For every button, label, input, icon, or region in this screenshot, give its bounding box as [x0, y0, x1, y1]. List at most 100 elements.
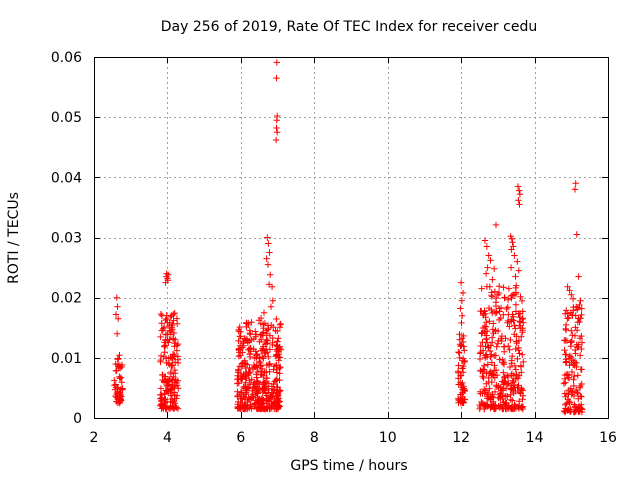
data-point — [239, 359, 246, 367]
data-point — [507, 336, 514, 344]
data-point — [501, 348, 508, 355]
data-point — [512, 345, 519, 353]
data-point — [510, 291, 518, 298]
data-point — [577, 352, 584, 359]
data-point — [564, 315, 571, 322]
data-point — [265, 385, 272, 392]
data-point — [484, 264, 491, 271]
data-point — [269, 334, 276, 342]
data-point — [505, 342, 512, 350]
data-point — [275, 357, 282, 364]
data-point — [562, 351, 570, 358]
data-point — [260, 372, 267, 380]
data-point — [502, 335, 509, 342]
data-point — [244, 361, 251, 368]
data-point — [519, 315, 526, 322]
data-point — [274, 397, 282, 404]
data-point — [504, 296, 512, 303]
data-point — [562, 379, 569, 386]
data-point — [458, 297, 466, 304]
data-point — [562, 337, 569, 344]
data-point — [568, 327, 575, 334]
data-point — [495, 289, 503, 297]
data-point — [564, 283, 571, 290]
data-point — [483, 243, 490, 250]
data-point — [487, 257, 494, 264]
data-point — [258, 330, 266, 338]
data-point — [514, 183, 522, 190]
x-tick-labels: 2 4 6 8 10 12 14 16 — [90, 430, 617, 446]
data-point — [272, 327, 279, 334]
data-point — [234, 366, 242, 373]
data-point — [513, 282, 520, 289]
data-point — [169, 384, 176, 391]
data-point — [171, 359, 179, 366]
y-axis-label: ROTI / TECUs — [6, 192, 22, 284]
data-point — [487, 353, 494, 361]
data-point — [509, 292, 516, 299]
data-point — [574, 372, 581, 379]
data-point — [262, 341, 269, 348]
data-point — [519, 396, 526, 403]
plot-frame — [94, 57, 609, 419]
data-point — [166, 405, 174, 412]
data-point — [488, 334, 496, 341]
data-point — [458, 335, 466, 342]
data-point — [272, 377, 280, 384]
data-point — [575, 273, 582, 280]
data-point — [251, 399, 259, 407]
data-point — [495, 316, 503, 324]
data-point — [480, 311, 487, 319]
data-point — [500, 361, 508, 368]
data-point — [160, 353, 167, 360]
data-point — [246, 353, 254, 361]
data-point — [169, 320, 176, 328]
data-point — [254, 405, 261, 412]
data-point — [276, 324, 284, 331]
data-point — [169, 351, 177, 358]
data-point — [562, 321, 570, 329]
data-point — [167, 392, 175, 399]
data-point — [115, 315, 122, 322]
data-point — [247, 401, 254, 408]
data-point — [268, 383, 276, 390]
data-point — [489, 326, 496, 333]
data-point — [508, 295, 515, 302]
data-point — [517, 318, 524, 326]
data-point — [112, 381, 119, 388]
data-point — [508, 357, 515, 364]
data-point — [493, 371, 501, 379]
data-point — [516, 187, 523, 194]
data-point — [236, 362, 244, 370]
data-point — [504, 319, 511, 326]
y-tick-label: 0 — [73, 411, 82, 427]
data-point — [119, 385, 126, 392]
data-point — [459, 399, 466, 407]
data-point — [563, 390, 571, 397]
data-point — [164, 382, 171, 390]
data-point — [486, 347, 494, 355]
data-point — [505, 285, 513, 292]
data-point — [572, 180, 579, 187]
data-point — [116, 362, 124, 369]
data-point — [511, 405, 518, 412]
data-point — [237, 342, 244, 349]
data-point — [162, 316, 169, 324]
data-point — [235, 353, 242, 360]
data-point — [503, 305, 510, 313]
data-point — [563, 307, 570, 314]
data-point — [245, 394, 252, 402]
data-point — [251, 379, 258, 386]
data-point — [165, 359, 172, 367]
data-point — [512, 308, 520, 315]
data-point — [492, 221, 500, 229]
data-point — [270, 399, 277, 406]
data-point — [244, 339, 251, 346]
data-point — [517, 362, 525, 369]
data-point — [492, 327, 499, 334]
data-point — [112, 311, 120, 318]
data-point — [260, 329, 267, 336]
data-point — [512, 301, 520, 308]
data-point — [519, 351, 526, 358]
